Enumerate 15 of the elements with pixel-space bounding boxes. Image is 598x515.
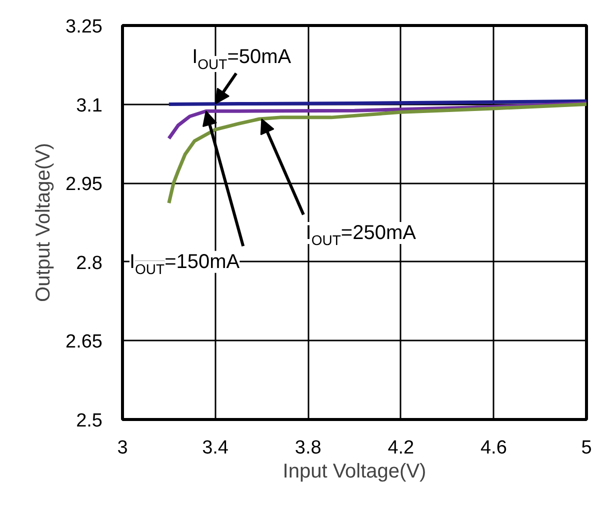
- y-tick-label: 2.5: [76, 410, 103, 432]
- y-tick-label: 2.8: [76, 252, 103, 274]
- x-tick-label: 3.4: [202, 438, 229, 458]
- y-tick-label: 3.1: [76, 95, 103, 116]
- x-tick-label: 3.8: [294, 438, 322, 458]
- x-tick-label: 4.2: [388, 438, 414, 458]
- x-tick-label: 4.6: [480, 438, 507, 458]
- y-axis-title: Output Voltage(V): [32, 143, 55, 302]
- x-axis-title: Input Voltage(V): [282, 460, 426, 482]
- y-tick-label: 3.25: [66, 16, 103, 38]
- x-tick-label: 3: [117, 438, 128, 458]
- y-tick-label: 2.65: [66, 332, 103, 353]
- y-tick-label: 2.95: [66, 174, 103, 196]
- line-series: [167, 102, 586, 205]
- x-tick-label: 5: [581, 438, 592, 458]
